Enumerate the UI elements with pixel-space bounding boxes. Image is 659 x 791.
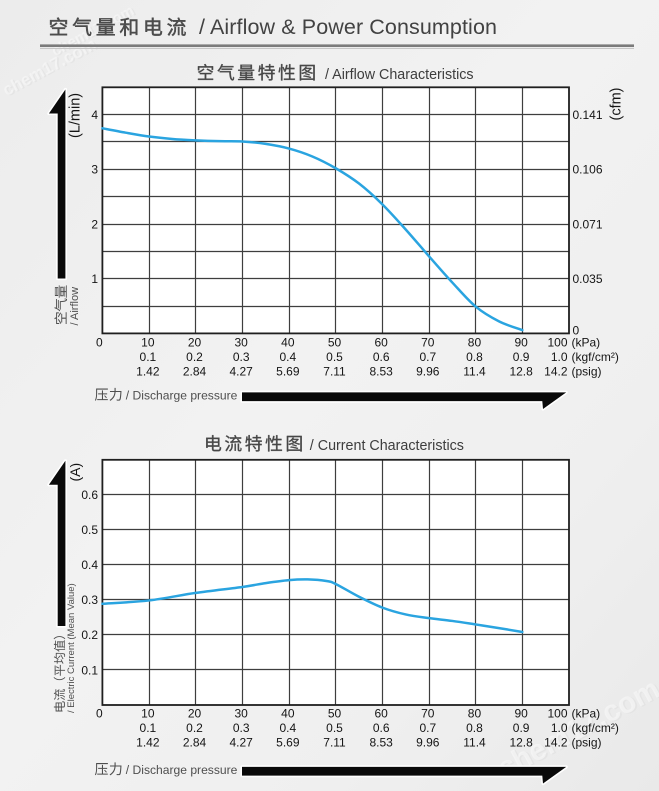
svg-text:14.2: 14.2	[544, 736, 568, 750]
svg-text:0: 0	[96, 336, 103, 350]
svg-text:14.2: 14.2	[544, 365, 568, 379]
svg-text:12.8: 12.8	[509, 365, 533, 379]
svg-text:0: 0	[96, 707, 103, 721]
svg-text:50: 50	[328, 336, 342, 350]
svg-text:2: 2	[91, 217, 98, 231]
svg-text:0.5: 0.5	[326, 721, 343, 735]
svg-text:0.4: 0.4	[279, 721, 296, 735]
svg-text:1.42: 1.42	[136, 365, 160, 379]
svg-text:0.6: 0.6	[373, 721, 390, 735]
svg-text:20: 20	[188, 336, 202, 350]
svg-text:1.0: 1.0	[551, 350, 568, 364]
svg-text:0.8: 0.8	[466, 721, 483, 735]
svg-text:0.2: 0.2	[186, 350, 203, 364]
svg-text:90: 90	[514, 707, 528, 721]
svg-text:0.2: 0.2	[81, 628, 98, 642]
svg-text:3: 3	[91, 163, 98, 177]
svg-text:2.84: 2.84	[183, 736, 207, 750]
svg-text:0.4: 0.4	[81, 558, 98, 572]
svg-text:12.8: 12.8	[509, 736, 533, 750]
svg-text:20: 20	[188, 707, 202, 721]
svg-text:8.53: 8.53	[369, 365, 393, 379]
svg-text:0.4: 0.4	[279, 350, 296, 364]
svg-text:40: 40	[281, 707, 295, 721]
svg-text:5.69: 5.69	[276, 736, 300, 750]
svg-text:30: 30	[235, 707, 249, 721]
svg-text:70: 70	[421, 707, 435, 721]
svg-text:0.8: 0.8	[466, 350, 483, 364]
svg-text:/ Airflow & Power Consumption: / Airflow & Power Consumption	[199, 15, 497, 39]
svg-text:0.141: 0.141	[573, 108, 603, 122]
svg-text:1.0: 1.0	[551, 721, 568, 735]
svg-text:70: 70	[421, 336, 435, 350]
svg-text:90: 90	[514, 336, 528, 350]
svg-text:/ Current Characteristics: / Current Characteristics	[310, 438, 464, 454]
svg-text:/ Electric Current (Mean Value: / Electric Current (Mean Value)	[66, 583, 77, 713]
svg-text:0.3: 0.3	[233, 350, 250, 364]
svg-text:9.96: 9.96	[416, 736, 440, 750]
svg-text:0.035: 0.035	[573, 272, 603, 286]
svg-text:(kPa): (kPa)	[572, 707, 601, 721]
svg-text:10: 10	[141, 336, 155, 350]
svg-text:7.11: 7.11	[323, 365, 346, 379]
svg-text:(psig): (psig)	[572, 736, 602, 750]
svg-text:0.6: 0.6	[373, 350, 390, 364]
svg-text:0.5: 0.5	[81, 523, 98, 537]
svg-text:30: 30	[235, 336, 249, 350]
svg-text:0: 0	[573, 323, 580, 337]
svg-text:/ Discharge pressure: / Discharge pressure	[126, 389, 238, 403]
svg-text:0.106: 0.106	[573, 163, 603, 177]
svg-text:0.3: 0.3	[233, 721, 250, 735]
svg-text:(kgf/cm²): (kgf/cm²)	[572, 350, 619, 364]
svg-text:5.69: 5.69	[276, 365, 300, 379]
svg-text:4.27: 4.27	[230, 365, 254, 379]
svg-text:100: 100	[547, 707, 567, 721]
svg-text:2.84: 2.84	[183, 365, 207, 379]
svg-text:0.6: 0.6	[81, 488, 98, 502]
svg-text:7.11: 7.11	[323, 736, 346, 750]
svg-text:/ Airflow: / Airflow	[69, 287, 81, 326]
svg-text:0.1: 0.1	[81, 663, 98, 677]
svg-text:80: 80	[468, 707, 482, 721]
svg-text:0.1: 0.1	[140, 350, 157, 364]
svg-text:60: 60	[374, 336, 388, 350]
svg-text:(psig): (psig)	[572, 365, 602, 379]
svg-text:0.7: 0.7	[419, 721, 436, 735]
svg-text:(A): (A)	[67, 463, 83, 482]
svg-text:/ Airflow Characteristics: / Airflow Characteristics	[325, 67, 474, 83]
svg-text:(kgf/cm²): (kgf/cm²)	[572, 721, 619, 735]
svg-text:50: 50	[328, 707, 342, 721]
svg-text:0.3: 0.3	[81, 593, 98, 607]
svg-text:4: 4	[91, 108, 98, 122]
svg-text:9.96: 9.96	[416, 365, 440, 379]
svg-text:(cfm): (cfm)	[609, 87, 625, 120]
svg-text:100: 100	[547, 336, 567, 350]
svg-text:0.1: 0.1	[140, 721, 157, 735]
svg-text:0.7: 0.7	[419, 350, 436, 364]
svg-text:0.9: 0.9	[513, 721, 530, 735]
svg-text:40: 40	[281, 336, 295, 350]
svg-text:11.4: 11.4	[463, 736, 486, 750]
svg-text:(kPa): (kPa)	[572, 336, 601, 350]
svg-text:10: 10	[141, 707, 155, 721]
svg-text:(L/min): (L/min)	[67, 93, 83, 138]
svg-text:8.53: 8.53	[369, 736, 393, 750]
svg-text:1.42: 1.42	[136, 736, 160, 750]
svg-text:0.9: 0.9	[513, 350, 530, 364]
svg-text:0.2: 0.2	[186, 721, 203, 735]
svg-text:0.5: 0.5	[326, 350, 343, 364]
svg-text:11.4: 11.4	[463, 365, 486, 379]
svg-text:80: 80	[468, 336, 482, 350]
svg-text:/ Discharge pressure: / Discharge pressure	[126, 763, 238, 777]
svg-text:4.27: 4.27	[230, 736, 254, 750]
svg-text:1: 1	[91, 272, 98, 286]
svg-text:60: 60	[374, 707, 388, 721]
svg-text:0.071: 0.071	[573, 217, 603, 231]
